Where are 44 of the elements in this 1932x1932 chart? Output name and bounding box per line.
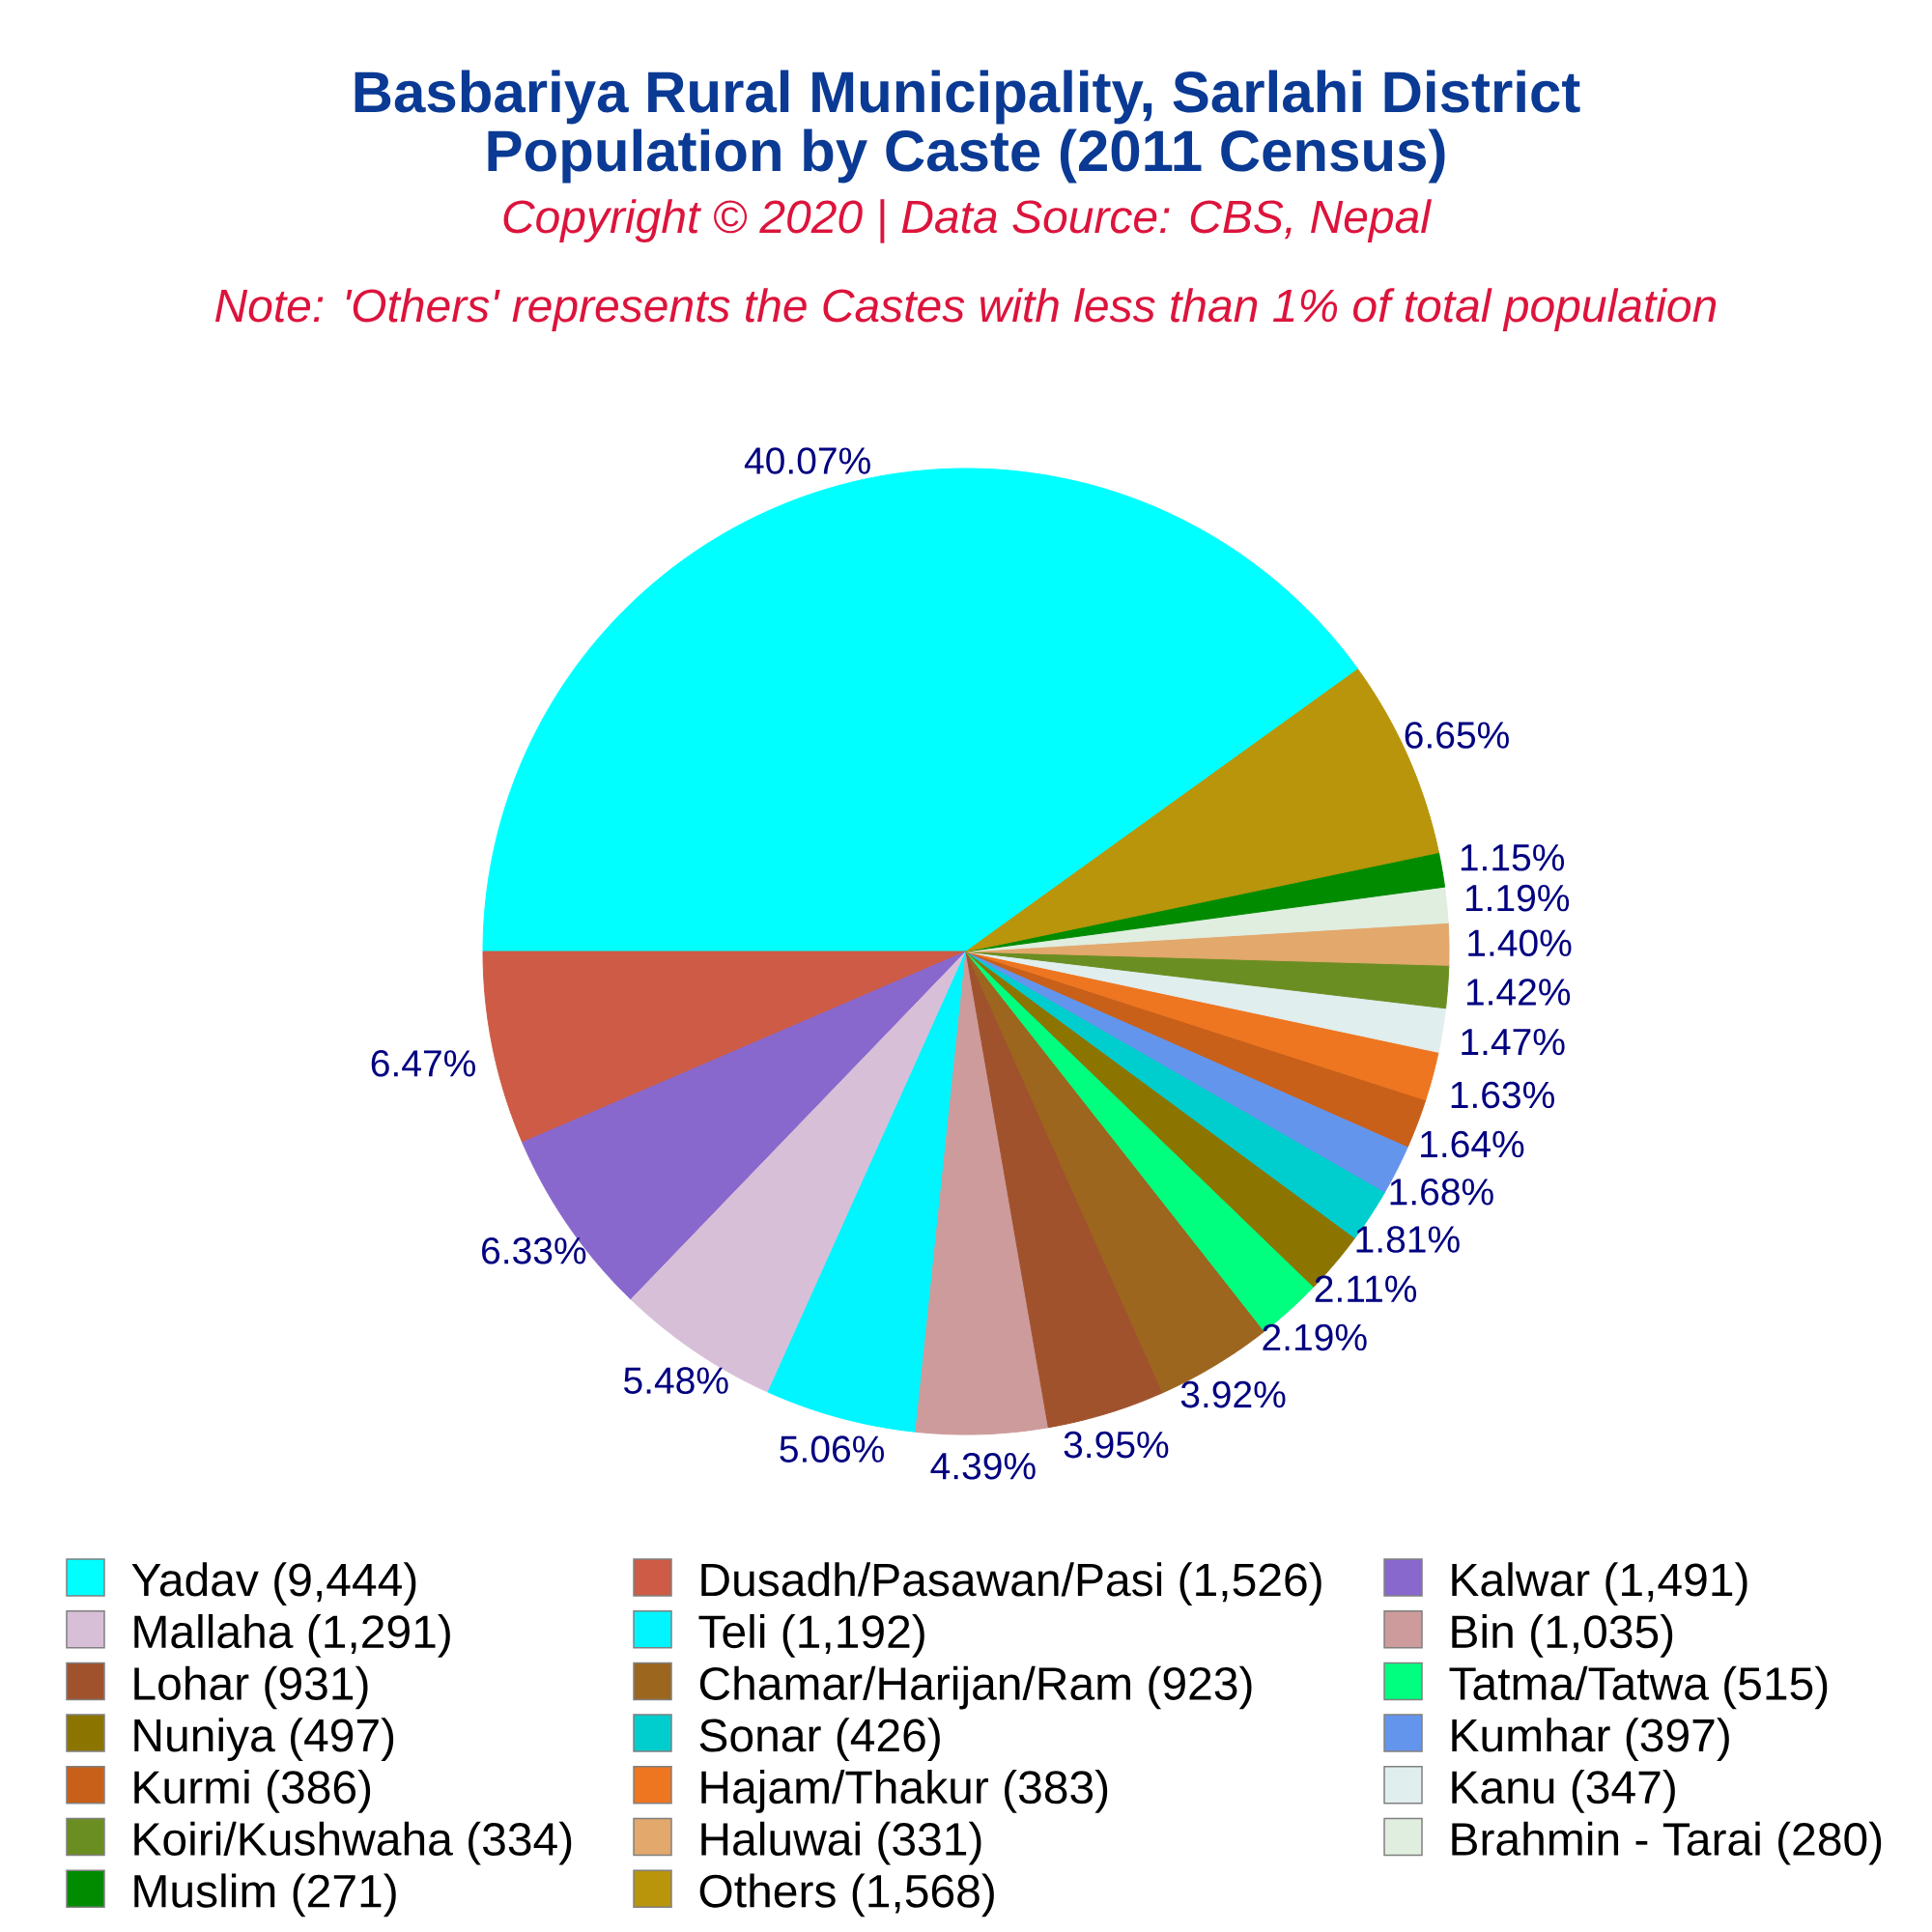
text: Note: 'Others' represents the Castes with less than 1% of total population xyxy=(214,288,1717,331)
text: Copyright © 2020 | Data Source: CBS, Nepal xyxy=(503,199,1433,243)
data-label: 4.39% xyxy=(930,1452,1036,1480)
data-label: 1.19% xyxy=(1465,884,1570,912)
chart-title: Basbariya Rural Municipality, Sarlahi District xyxy=(355,70,1580,125)
legend-label: Bin (1,035) xyxy=(1452,1613,1673,1658)
data-label: 1.40% xyxy=(1468,929,1572,956)
legend-label: Chamar/Harijan/Ram (923) xyxy=(699,1665,1252,1710)
data-label: 2.19% xyxy=(1263,1323,1367,1351)
legend-label: Kumhar (397) xyxy=(1452,1718,1729,1762)
legend-label: Kalwar (1,491) xyxy=(1452,1562,1747,1605)
data-label: 3.92% xyxy=(1180,1380,1286,1408)
legend-label: Muslim (271) xyxy=(134,1873,396,1918)
legend-label: Lohar (931) xyxy=(134,1665,368,1710)
data-label: 1.47% xyxy=(1462,1028,1565,1056)
data-label: 1.68% xyxy=(1390,1179,1493,1206)
legend-label: Teli (1,192) xyxy=(698,1613,924,1658)
legend-label: Nuniya (497) xyxy=(134,1718,394,1762)
legend-label: Brahmin - Tarai (280) xyxy=(1452,1821,1882,1865)
legend-label: Mallaha (1,291) xyxy=(134,1613,450,1658)
legend-label: Kurmi (386) xyxy=(134,1770,371,1813)
data-label: 40.07% xyxy=(744,447,870,474)
data-label: 1.15% xyxy=(1461,844,1565,871)
legend-label: Koiri/Kushwaha (334) xyxy=(134,1821,572,1865)
legend-label: Kanu (347) xyxy=(1452,1770,1675,1813)
data-label: 1.63% xyxy=(1451,1081,1554,1109)
data-label: 5.06% xyxy=(780,1435,884,1463)
legend-label: Haluwai (331) xyxy=(701,1821,981,1865)
data-label: 1.42% xyxy=(1466,979,1571,1006)
legend-label: Sonar (426) xyxy=(699,1718,940,1762)
data-label: 5.48% xyxy=(624,1367,728,1394)
data-label: 2.11% xyxy=(1315,1275,1417,1302)
legend-label: Others (1,568) xyxy=(699,1873,994,1918)
data-label: 6.65% xyxy=(1405,722,1509,749)
legend-label: Hajam/Thakur (383) xyxy=(701,1770,1108,1813)
legend-label: Tatma/Tatwa (515) xyxy=(1449,1665,1828,1710)
data-label: 1.64% xyxy=(1421,1130,1524,1158)
legend-label: Dusadh/Pasawan/Pasi (1,526) xyxy=(701,1562,1321,1605)
data-label: 3.95% xyxy=(1064,1431,1169,1459)
data-label: 6.47% xyxy=(371,1050,475,1077)
data-label: 1.81% xyxy=(1356,1226,1460,1253)
chart-subtitle: Population by Caste (2011 Census) xyxy=(488,128,1445,184)
data-label: 6.33% xyxy=(482,1236,586,1264)
legend-label: Yadav (9,444) xyxy=(131,1562,416,1605)
